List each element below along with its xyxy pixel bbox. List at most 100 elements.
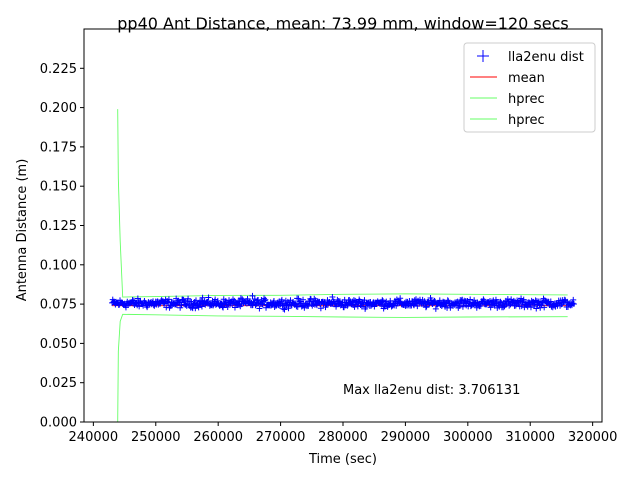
data-point bbox=[293, 303, 300, 310]
data-point bbox=[256, 305, 263, 312]
legend-box bbox=[463, 42, 596, 133]
data-point bbox=[520, 296, 527, 303]
data-point bbox=[304, 301, 311, 308]
x-tick-label: 280000 bbox=[318, 430, 368, 445]
data-point bbox=[527, 304, 534, 311]
plot-area bbox=[109, 109, 577, 422]
data-point bbox=[518, 295, 525, 302]
series-line-hprec-3 bbox=[117, 313, 568, 422]
x-tick-label: 270000 bbox=[256, 430, 306, 445]
data-point bbox=[459, 303, 466, 310]
data-point bbox=[487, 304, 494, 311]
data-point bbox=[477, 302, 484, 309]
data-point bbox=[177, 304, 184, 311]
data-point bbox=[165, 296, 172, 303]
series-line-hprec-2 bbox=[117, 109, 568, 298]
data-point bbox=[226, 297, 233, 304]
data-point bbox=[378, 301, 385, 308]
data-point bbox=[263, 304, 270, 311]
y-tick-label: 0.025 bbox=[40, 376, 77, 391]
data-point bbox=[444, 297, 451, 304]
data-point bbox=[533, 305, 540, 312]
x-tick-label: 240000 bbox=[69, 430, 119, 445]
data-point bbox=[192, 297, 199, 304]
legend-label-hprec-upper: hprec bbox=[508, 92, 545, 107]
data-point bbox=[488, 301, 495, 308]
data-point bbox=[467, 296, 474, 303]
data-point bbox=[247, 298, 254, 305]
data-point bbox=[368, 302, 375, 309]
data-point bbox=[506, 302, 513, 309]
y-tick-label: 0.050 bbox=[40, 337, 77, 352]
data-point bbox=[220, 304, 227, 311]
data-point bbox=[456, 302, 463, 309]
y-tick-label: 0.150 bbox=[40, 180, 77, 195]
data-point bbox=[492, 300, 499, 307]
x-tick-label: 290000 bbox=[381, 430, 431, 445]
data-point bbox=[274, 299, 281, 306]
data-point bbox=[192, 305, 199, 312]
data-point bbox=[480, 296, 487, 303]
x-tick-label: 320000 bbox=[568, 430, 618, 445]
legend-label-lla2enu-dist: lla2enu dist bbox=[508, 50, 584, 65]
data-point bbox=[129, 296, 136, 303]
data-point bbox=[180, 296, 187, 303]
legend-entry-mean: mean bbox=[470, 71, 545, 86]
data-point bbox=[569, 300, 576, 307]
data-point bbox=[224, 303, 231, 310]
data-point bbox=[280, 305, 287, 312]
data-point bbox=[205, 294, 212, 301]
data-point bbox=[300, 296, 307, 303]
data-point bbox=[237, 295, 244, 302]
legend-entry-lla2enu-dist: lla2enu dist bbox=[477, 50, 584, 65]
data-point bbox=[285, 305, 292, 312]
data-point bbox=[547, 298, 554, 305]
data-point bbox=[465, 299, 472, 306]
data-point bbox=[295, 295, 302, 302]
legend: lla2enu dist mean hprec hprec bbox=[463, 42, 596, 133]
data-point bbox=[317, 305, 324, 312]
axes: 240000 250000 260000 270000 280000 290000 3000… bbox=[40, 28, 618, 445]
data-point bbox=[212, 296, 219, 303]
data-point bbox=[471, 297, 478, 304]
data-point bbox=[570, 296, 577, 303]
data-point bbox=[379, 297, 386, 304]
data-point bbox=[362, 304, 369, 311]
y-tick-label: 0.175 bbox=[40, 140, 77, 155]
x-tick-label: 260000 bbox=[193, 430, 243, 445]
data-point bbox=[198, 303, 205, 310]
data-point bbox=[500, 304, 507, 311]
y-tick-label: 0.225 bbox=[40, 62, 77, 77]
data-point bbox=[210, 302, 217, 309]
x-tick-label: 300000 bbox=[443, 430, 493, 445]
data-point bbox=[199, 294, 206, 301]
data-point bbox=[122, 304, 129, 311]
data-point bbox=[278, 296, 285, 303]
data-point bbox=[539, 300, 546, 307]
series-layer bbox=[109, 109, 577, 422]
x-tick-label: 310000 bbox=[505, 430, 555, 445]
data-point bbox=[270, 297, 277, 304]
legend-entry-hprec-upper: hprec bbox=[470, 92, 545, 107]
y-tick-label: 0.075 bbox=[40, 298, 77, 313]
data-point bbox=[436, 297, 443, 304]
data-point bbox=[496, 303, 503, 310]
data-point bbox=[438, 303, 445, 310]
data-point bbox=[570, 300, 577, 307]
data-point bbox=[414, 303, 421, 310]
data-point bbox=[214, 297, 221, 304]
data-point bbox=[281, 306, 288, 313]
legend-label-mean: mean bbox=[508, 71, 545, 86]
y-axis-label: Antenna Distance (m) bbox=[15, 159, 30, 302]
y-tick-label: 0.125 bbox=[40, 219, 77, 234]
legend-entry-hprec-lower: hprec bbox=[470, 113, 545, 128]
data-point bbox=[422, 304, 429, 311]
data-point bbox=[329, 294, 336, 301]
data-point bbox=[431, 297, 438, 304]
data-point bbox=[222, 298, 229, 305]
y-tick-label: 0.000 bbox=[40, 416, 77, 431]
legend-label-hprec-lower: hprec bbox=[508, 113, 545, 128]
data-point bbox=[371, 303, 378, 310]
data-point bbox=[261, 297, 268, 304]
series-markers-lla2enu-dist bbox=[109, 292, 577, 313]
